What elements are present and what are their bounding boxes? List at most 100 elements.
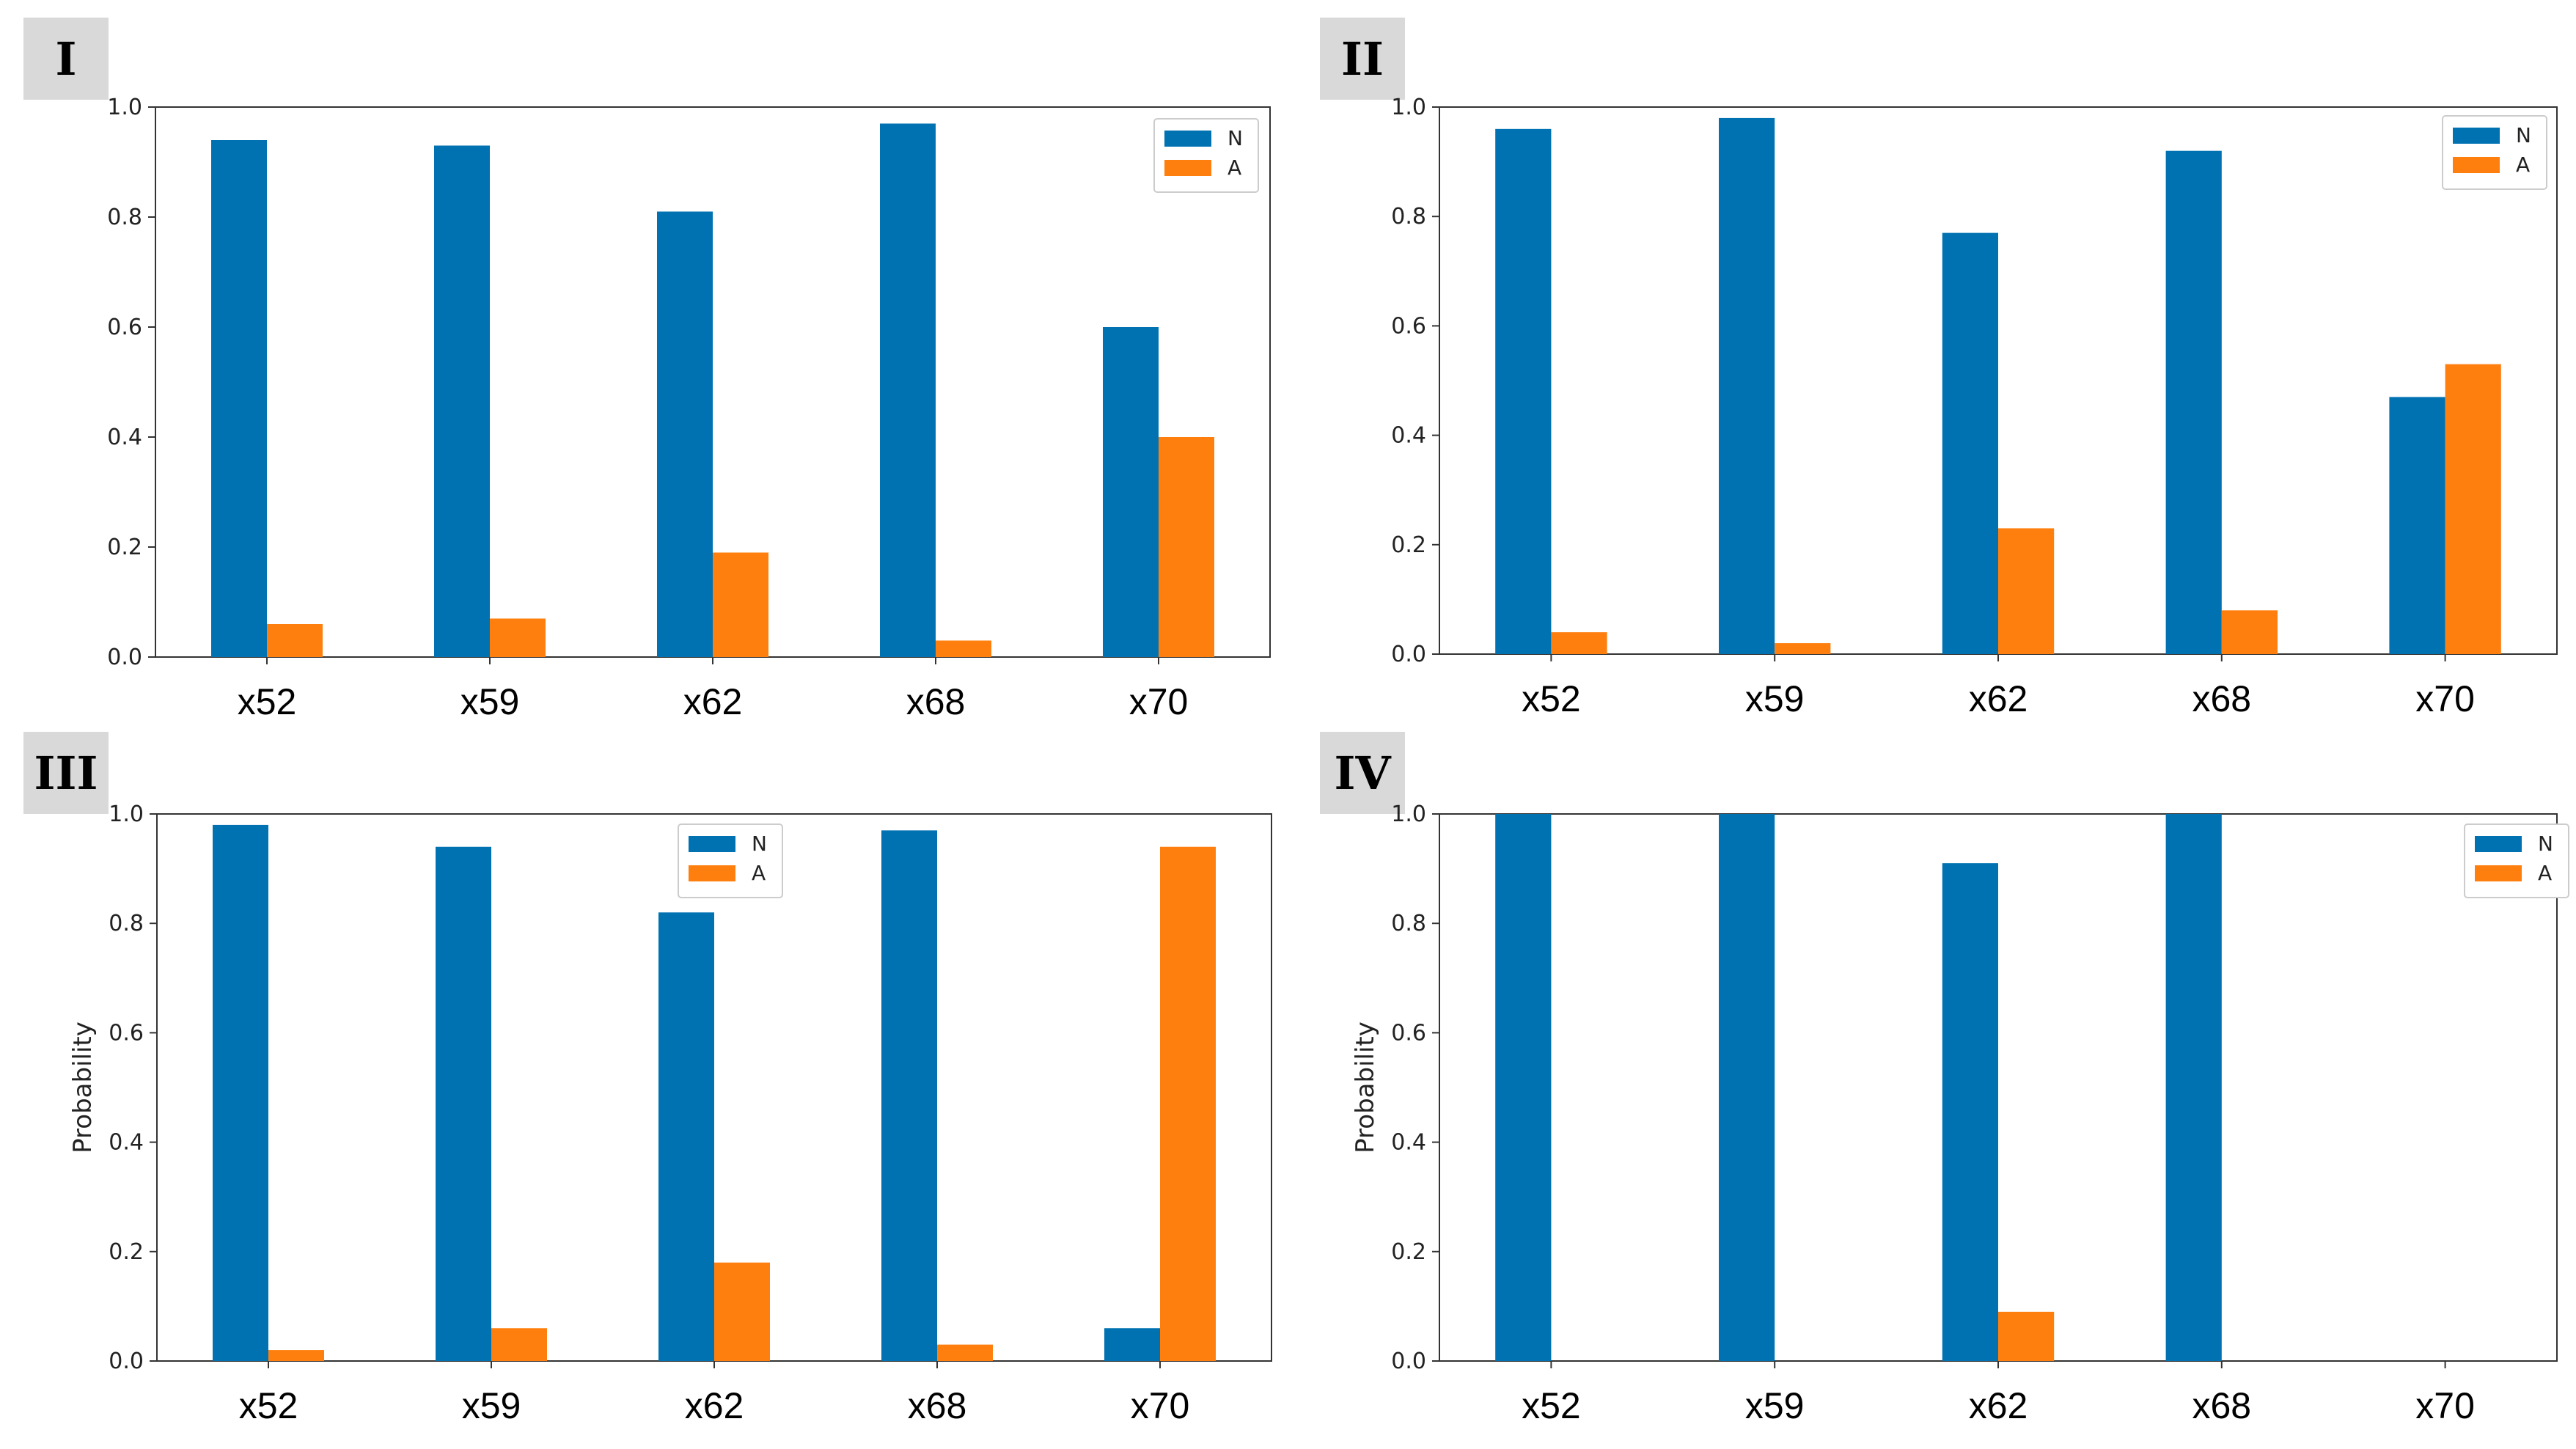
x-tick-label: x59 xyxy=(1745,1385,1805,1426)
bar-A-x68 xyxy=(937,1344,993,1361)
bar-chart-4: 0.0 0.2 0.4 0.6 0.8 1.0 Probability x52 x59 x62 x6… xyxy=(1351,801,2569,1426)
y-tick-label: 0.6 xyxy=(1391,313,1426,339)
x-tick-label: x59 xyxy=(460,681,520,722)
bar-N-x62 xyxy=(1942,232,1998,655)
y-tick-label: 1.0 xyxy=(1391,95,1426,120)
legend-label-A: A xyxy=(2516,153,2530,177)
legend-swatch-A xyxy=(2453,157,2500,173)
y-tick-label: 0.8 xyxy=(109,911,144,936)
x-tick-label: x62 xyxy=(683,681,743,722)
x-tick-label: x59 xyxy=(1745,678,1805,719)
x-tick-label: x62 xyxy=(685,1385,744,1426)
x-tick-label: x68 xyxy=(908,1385,967,1426)
bar-N-x62 xyxy=(657,211,713,657)
y-tick-label: 0.6 xyxy=(109,1020,144,1046)
x-tick-label: x68 xyxy=(906,681,966,722)
y-tick-label: 0.2 xyxy=(109,1239,144,1265)
bar-A-x52 xyxy=(268,1350,324,1361)
y-tick-label: 0.4 xyxy=(107,425,142,450)
bar-A-x62 xyxy=(713,552,768,657)
x-tick-label: x70 xyxy=(1129,681,1189,722)
bar-N-x62 xyxy=(658,912,714,1361)
x-tick-label: x68 xyxy=(2192,1385,2251,1426)
bar-N-x68 xyxy=(881,830,937,1361)
bar-A-x62 xyxy=(1998,528,2055,654)
bar-A-x68 xyxy=(936,640,991,657)
panel-label-2: II xyxy=(1320,18,1405,100)
bar-N-x68 xyxy=(880,123,936,657)
y-axis-label: Probability xyxy=(68,1021,98,1153)
x-tick-label: x70 xyxy=(2415,678,2475,719)
x-tick-label: x62 xyxy=(1969,678,2028,719)
y-axis-label: Probability xyxy=(1351,1021,1380,1153)
legend-swatch-A xyxy=(2475,865,2522,881)
bar-chart-2: 0.0 0.2 0.4 0.6 0.8 1.0 x52 x59 x62 x68 x70 NA xyxy=(1391,95,2558,719)
bar-N-x70 xyxy=(2389,397,2445,654)
y-tick-label: 0.0 xyxy=(107,645,142,670)
bar-A-x68 xyxy=(2221,610,2278,654)
x-tick-label: x70 xyxy=(2415,1385,2475,1426)
panel-label-1: I xyxy=(23,18,109,100)
bar-N-x59 xyxy=(436,846,491,1361)
bar-A-x70 xyxy=(1159,437,1214,657)
x-tick-label: x59 xyxy=(462,1385,521,1426)
y-tick-label: 0.8 xyxy=(1391,204,1426,230)
bar-N-x70 xyxy=(1103,327,1159,657)
legend-label-N: N xyxy=(752,832,767,856)
x-tick-label: x52 xyxy=(1522,678,1581,719)
bar-N-x59 xyxy=(1719,814,1775,1361)
bar-N-x52 xyxy=(211,140,267,657)
bar-N-x70 xyxy=(1104,1328,1160,1361)
bar-chart-1: 0.0 0.2 0.4 0.6 0.8 1.0 x52 x59 x62 x68 x70 NA xyxy=(107,95,1271,722)
x-tick-label: x52 xyxy=(1522,1385,1581,1426)
bar-A-x70 xyxy=(2445,364,2501,654)
x-tick-label: x70 xyxy=(1131,1385,1190,1426)
legend-label-A: A xyxy=(1228,155,1241,180)
y-tick-label: 1.0 xyxy=(1391,801,1426,827)
legend-swatch-N xyxy=(689,836,735,852)
legend-swatch-A xyxy=(1164,160,1211,176)
legend-swatch-N xyxy=(1164,131,1211,147)
y-tick-label: 0.4 xyxy=(1391,423,1426,449)
bar-N-x52 xyxy=(1495,128,1552,655)
y-tick-label: 0.2 xyxy=(1391,1239,1426,1265)
y-tick-label: 0.4 xyxy=(1391,1130,1426,1156)
bar-A-x59 xyxy=(491,1328,547,1361)
bar-chart-3: 0.0 0.2 0.4 0.6 0.8 1.0 Probability x52 x59 x62 x6… xyxy=(68,801,1272,1426)
legend-label-A: A xyxy=(752,861,766,885)
y-tick-label: 0.2 xyxy=(107,535,142,560)
bar-N-x68 xyxy=(2165,150,2222,654)
x-tick-label: x52 xyxy=(239,1385,298,1426)
legend-label-N: N xyxy=(1228,126,1243,150)
legend-label-N: N xyxy=(2516,123,2531,147)
y-tick-label: 1.0 xyxy=(109,801,144,827)
y-tick-label: 0.8 xyxy=(107,205,142,230)
bar-N-x59 xyxy=(434,145,490,657)
bar-A-x70 xyxy=(1160,846,1216,1361)
y-tick-label: 0.8 xyxy=(1391,911,1426,936)
bar-A-x52 xyxy=(267,624,323,657)
bar-N-x62 xyxy=(1942,863,1998,1361)
legend-label-A: A xyxy=(2538,861,2552,885)
legend-swatch-N xyxy=(2475,836,2522,852)
x-tick-label: x52 xyxy=(238,681,297,722)
bar-A-x52 xyxy=(1551,632,1607,654)
bar-N-x52 xyxy=(213,824,268,1361)
x-tick-label: x62 xyxy=(1969,1385,2028,1426)
bar-A-x62 xyxy=(714,1262,770,1361)
bar-N-x52 xyxy=(1495,814,1552,1361)
y-tick-label: 0.6 xyxy=(1391,1020,1426,1046)
y-tick-label: 0.0 xyxy=(109,1349,144,1374)
y-tick-label: 0.6 xyxy=(107,315,142,340)
bar-A-x59 xyxy=(490,618,546,657)
legend-label-N: N xyxy=(2538,832,2553,856)
legend-swatch-A xyxy=(689,865,735,881)
y-tick-label: 1.0 xyxy=(107,95,142,120)
bar-A-x62 xyxy=(1998,1311,2055,1361)
panel-label-3: III xyxy=(23,732,109,814)
y-tick-label: 0.0 xyxy=(1391,1349,1426,1374)
y-tick-label: 0.2 xyxy=(1391,532,1426,558)
bar-N-x59 xyxy=(1719,117,1775,655)
y-tick-label: 0.0 xyxy=(1391,642,1426,667)
bar-N-x68 xyxy=(2165,814,2222,1361)
